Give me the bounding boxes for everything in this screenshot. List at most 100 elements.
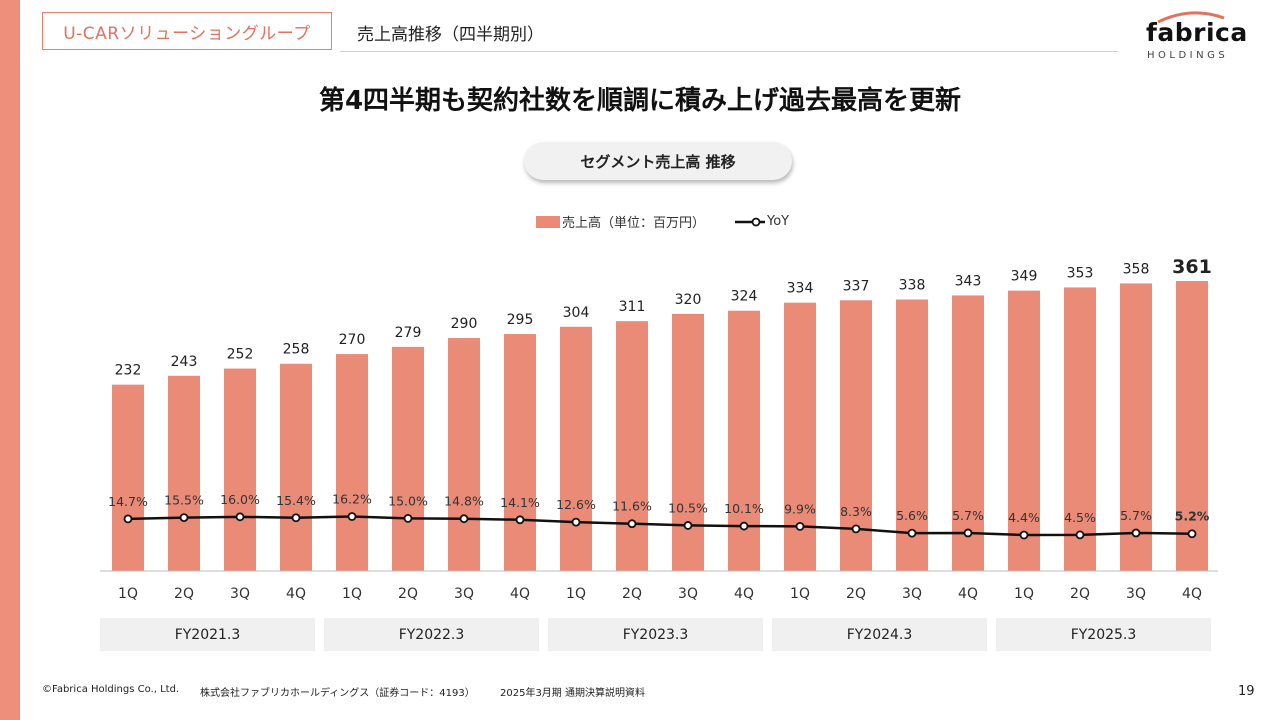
fiscal-year-label: FY2021.3 <box>100 618 315 651</box>
yoy-value-label: 10.5% <box>668 500 708 515</box>
fiscal-year-label: FY2023.3 <box>548 618 763 651</box>
bar-value-label: 324 <box>731 289 758 305</box>
bar-value-label: 334 <box>787 281 814 297</box>
yoy-point <box>291 513 301 523</box>
yoy-point <box>347 512 357 521</box>
yoy-point <box>515 515 525 525</box>
yoy-value-label: 5.7% <box>952 508 984 523</box>
legend-bar-label: 売上高（単位：百万円） <box>562 216 706 231</box>
x-tick-label: 1Q <box>566 586 586 602</box>
left-accent-bar <box>0 0 20 720</box>
x-tick-label: 2Q <box>622 586 642 602</box>
yoy-point <box>739 521 749 531</box>
x-tick-label: 4Q <box>286 586 306 602</box>
x-tick-label: 1Q <box>1014 586 1034 602</box>
yoy-value-label: 14.8% <box>444 494 484 509</box>
x-tick-label: 3Q <box>678 586 698 602</box>
bar <box>448 338 480 571</box>
yoy-value-label: 12.6% <box>556 497 596 512</box>
bar-value-label: 361 <box>1172 256 1212 278</box>
x-tick-label: 1Q <box>790 586 810 602</box>
logo-main-text: fabrica <box>1146 18 1248 47</box>
x-tick-label: 4Q <box>734 586 754 602</box>
yoy-value-label: 8.3% <box>840 504 872 519</box>
x-tick-label: 3Q <box>902 586 922 602</box>
bar <box>280 363 312 571</box>
bar-value-label: 258 <box>283 342 310 358</box>
bar <box>616 321 648 571</box>
yoy-point <box>627 519 637 529</box>
bar-value-label: 337 <box>843 278 870 294</box>
yoy-point <box>1019 530 1029 540</box>
bar <box>1008 290 1040 571</box>
yoy-point <box>571 517 581 527</box>
bar <box>728 310 760 571</box>
yoy-point <box>235 512 245 522</box>
x-tick-label: 4Q <box>958 586 978 602</box>
bar-value-label: 290 <box>451 316 478 332</box>
segment-label: U-CARソリューショングループ <box>42 12 332 50</box>
yoy-value-label: 15.5% <box>164 493 204 508</box>
yoy-point <box>907 528 917 538</box>
bar <box>672 313 704 571</box>
yoy-point <box>179 513 189 522</box>
yoy-value-label: 10.1% <box>724 501 764 516</box>
fiscal-year-label: FY2022.3 <box>324 618 539 651</box>
bar-value-label: 279 <box>395 325 422 341</box>
footer-document: 2025年3月期 通期決算説明資料 <box>500 688 645 699</box>
bar-value-label: 295 <box>507 312 534 328</box>
section-title: 売上高推移（四半期別） <box>357 25 544 45</box>
fiscal-year-label: FY2025.3 <box>996 618 1211 651</box>
bar <box>952 295 984 571</box>
yoy-value-label: 11.6% <box>612 499 652 514</box>
yoy-point <box>851 524 861 534</box>
yoy-value-label: 4.5% <box>1064 510 1096 525</box>
yoy-point <box>403 513 413 523</box>
yoy-value-label: 14.1% <box>500 495 540 510</box>
logo-arc-icon <box>1157 11 1225 24</box>
x-tick-label: 1Q <box>118 586 138 602</box>
yoy-value-label: 9.9% <box>784 501 816 516</box>
x-tick-label: 2Q <box>846 586 866 602</box>
legend-bar-swatch <box>536 215 560 228</box>
bar-value-label: 311 <box>619 299 646 315</box>
yoy-value-label: 4.4% <box>1008 510 1040 525</box>
x-tick-label: 3Q <box>230 586 250 602</box>
x-tick-label: 4Q <box>510 586 530 602</box>
yoy-point <box>1131 528 1141 538</box>
chart-legend: 売上高（単位：百万円） YoY <box>536 212 789 231</box>
yoy-point <box>963 528 973 538</box>
bar <box>896 299 928 571</box>
x-tick-label: 2Q <box>1070 586 1090 602</box>
bar-value-label: 358 <box>1123 261 1150 277</box>
yoy-point <box>459 514 469 524</box>
bar <box>224 368 256 571</box>
bar-value-label: 343 <box>955 273 982 289</box>
x-tick-label: 2Q <box>174 586 194 602</box>
bar-value-label: 270 <box>339 332 366 348</box>
page-number: 19 <box>1238 684 1255 699</box>
bar <box>1120 283 1152 571</box>
bar-value-label: 252 <box>227 347 254 363</box>
yoy-point <box>683 521 693 530</box>
chart-title-pill: セグメント売上高 推移 <box>524 142 792 180</box>
bar <box>336 354 368 571</box>
page-headline: 第4四半期も契約社数を順調に積み上げ過去最高を更新 <box>318 86 962 116</box>
yoy-point <box>795 521 805 531</box>
footer-company: 株式会社ファブリカホールディングス（証券コード：4193） <box>200 688 475 699</box>
bar-value-label: 320 <box>675 292 702 308</box>
logo-sub-text: HOLDINGS <box>1147 50 1229 61</box>
bar-value-label: 338 <box>899 277 926 293</box>
bar <box>1176 281 1208 571</box>
x-tick-label: 2Q <box>398 586 418 602</box>
x-tick-label: 3Q <box>1126 586 1146 602</box>
fiscal-year-label: FY2024.3 <box>772 618 987 651</box>
header-divider <box>340 51 1118 52</box>
yoy-value-label: 14.7% <box>108 494 148 509</box>
yoy-value-label: 16.2% <box>332 492 372 507</box>
legend-line-icon <box>735 217 766 226</box>
bar <box>560 326 592 571</box>
yoy-value-label: 15.0% <box>388 493 428 508</box>
bar-value-label: 243 <box>171 354 198 370</box>
